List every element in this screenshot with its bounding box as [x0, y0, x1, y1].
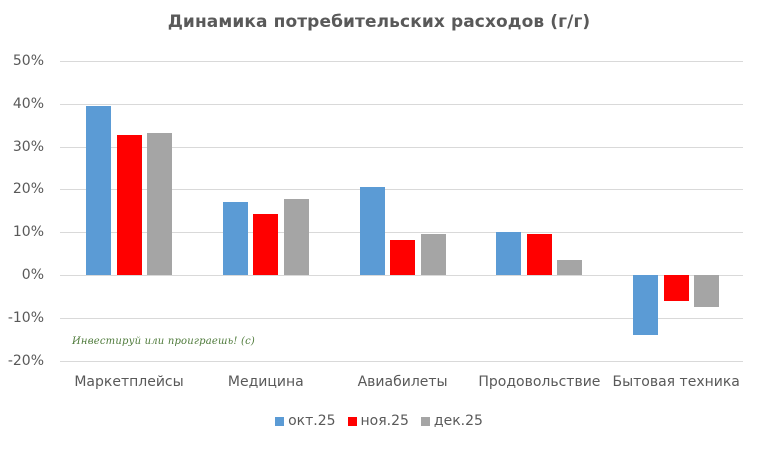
bar [390, 239, 416, 275]
bar [420, 234, 446, 275]
y-tick-label: 20% [12, 181, 44, 198]
gridline [60, 275, 743, 276]
bar [663, 275, 689, 301]
legend-label: окт.25 [288, 413, 336, 429]
bar [526, 234, 552, 275]
legend-item: дек.25 [420, 413, 483, 429]
bar [147, 132, 172, 275]
legend-swatch-icon [347, 416, 357, 426]
legend-item: окт.25 [275, 413, 336, 429]
y-tick-label: 30% [12, 138, 44, 155]
bar [496, 232, 522, 275]
legend-label: ноя.25 [360, 413, 409, 429]
gridline [60, 147, 743, 148]
gridline [60, 104, 743, 105]
x-category-label: Авиабилеты [357, 374, 448, 390]
bar [557, 260, 583, 275]
bar [694, 275, 720, 308]
y-tick-label: 0% [21, 267, 44, 283]
y-tick-label: 40% [12, 95, 44, 112]
y-tick-label: 50% [12, 53, 44, 69]
bar [86, 105, 111, 275]
bar [116, 135, 142, 275]
bar [253, 213, 279, 275]
x-category-label: Бытовая техника [612, 374, 740, 390]
legend: окт.25 ноя.25 дек.25 [0, 413, 758, 429]
bar [359, 187, 385, 275]
gridline [60, 61, 743, 62]
legend-swatch-icon [275, 416, 285, 426]
gridline [60, 318, 743, 319]
legend-item: ноя.25 [347, 413, 409, 429]
y-tick-label: 10% [12, 224, 44, 241]
bar [222, 202, 248, 275]
gridline [60, 189, 743, 190]
gridline [60, 361, 743, 362]
y-tick-label: -20% [7, 352, 44, 369]
x-category-label: Медицина [227, 374, 304, 390]
bar [283, 198, 309, 275]
x-category-label: Продовольствие [478, 374, 601, 390]
y-tick-label: -10% [7, 309, 44, 326]
gridline [60, 232, 743, 233]
legend-swatch-icon [420, 416, 430, 426]
watermark-text: Инвестируй или проиграешь! (с) [72, 336, 255, 347]
x-category-label: Маркетплейсы [74, 374, 184, 390]
chart-title: Динамика потребительских расходов (г/г) [167, 12, 591, 32]
bar [633, 275, 659, 335]
legend-label: дек.25 [433, 413, 483, 429]
